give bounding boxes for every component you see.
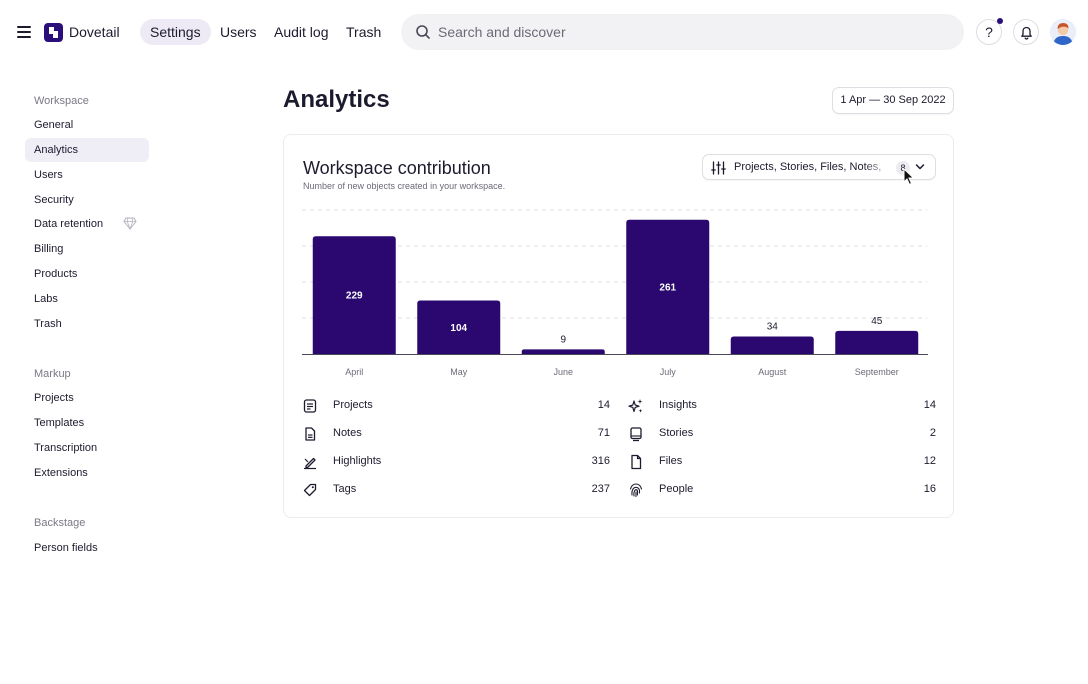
diamond-icon (123, 217, 137, 230)
card-subtitle: Number of new objects created in your wo… (303, 181, 506, 191)
projects-icon (303, 399, 317, 413)
chart-value-label: 34 (767, 322, 779, 333)
stat-label: Files (659, 455, 683, 467)
nav-tab-users[interactable]: Users (220, 24, 257, 40)
sidebar-item-users[interactable]: Users (34, 169, 63, 181)
sidebar-heading-workspace: Workspace (34, 95, 89, 107)
nav-tab-trash[interactable]: Trash (346, 24, 382, 40)
sidebar-item-projects[interactable]: Projects (34, 392, 74, 404)
stat-value: 71 (597, 427, 610, 439)
help-button[interactable]: ? (976, 18, 1003, 45)
chart-value-label: 229 (346, 291, 363, 302)
stat-row-insights: Insights 14 (628, 396, 936, 416)
insights-icon (628, 399, 643, 413)
chevron-down-icon (915, 164, 925, 170)
menu-icon[interactable] (17, 26, 31, 38)
filter-label: Projects, Stories, Files, Notes, (734, 161, 882, 173)
nav-tab-settings[interactable]: Settings (140, 19, 211, 45)
stat-row-highlights: Highlights 316 (302, 452, 610, 472)
sliders-icon (711, 161, 726, 175)
chart-x-tick-label: July (660, 367, 677, 377)
sidebar-item-person-fields[interactable]: Person fields (34, 542, 98, 554)
chart-bar-august[interactable] (730, 336, 814, 354)
sidebar-item-general[interactable]: General (34, 119, 74, 131)
stat-value: 16 (923, 483, 936, 495)
chart-bar-september[interactable] (835, 330, 919, 354)
sidebar-item-extensions[interactable]: Extensions (34, 467, 88, 479)
stat-value: 2 (929, 427, 936, 439)
tags-icon (303, 483, 317, 497)
stat-label: Notes (333, 427, 362, 439)
notification-dot (997, 18, 1003, 24)
stat-row-notes: Notes 71 (302, 424, 610, 444)
search-icon (416, 25, 430, 39)
stories-icon (630, 427, 642, 442)
sidebar-item-label: Data retention (34, 218, 104, 230)
nav-tab-audit-log[interactable]: Audit log (274, 24, 329, 40)
stat-row-people: People 16 (628, 480, 936, 500)
stat-value: 12 (923, 455, 936, 467)
sidebar-item-data-retention[interactable]: Data retention (25, 212, 149, 236)
sidebar-item-labs[interactable]: Labs (34, 293, 58, 305)
stat-row-tags: Tags 237 (302, 480, 610, 500)
chart-bar-july[interactable] (626, 219, 710, 354)
chart-x-tick-label: June (553, 367, 573, 377)
stat-label: Highlights (333, 455, 382, 467)
bar-chart-svg: 229 April 104 May 9 June 261 July 34 August 45 Sept… (302, 209, 928, 377)
chart-x-tick-label: September (855, 367, 899, 377)
card-title: Workspace contribution (303, 158, 491, 178)
chart-value-label: 261 (659, 282, 676, 293)
files-icon (631, 454, 642, 470)
stat-value: 14 (597, 399, 610, 411)
chart-value-label: 9 (560, 334, 566, 345)
contribution-bar-chart: 229 April 104 May 9 June 261 July 34 August 45 Sept… (302, 205, 929, 383)
date-range-button[interactable]: 1 Apr — 30 Sep 2022 (832, 87, 954, 114)
chart-x-tick-label: August (758, 367, 787, 377)
stat-row-projects: Projects 14 (302, 396, 610, 416)
sidebar-heading-markup: Markup (34, 368, 71, 380)
stat-value: 316 (591, 455, 610, 467)
stat-label: Stories (659, 427, 694, 439)
help-icon: ? (985, 24, 993, 40)
notifications-button[interactable] (1013, 19, 1039, 45)
fingerprint-icon (629, 483, 643, 498)
stat-label: People (659, 483, 694, 495)
chart-value-label: 104 (450, 323, 467, 334)
sidebar-item-products[interactable]: Products (34, 268, 78, 280)
sidebar-item-billing[interactable]: Billing (34, 243, 64, 255)
object-type-filter[interactable]: Projects, Stories, Files, Notes, 8 (702, 154, 936, 180)
stat-value: 14 (923, 399, 936, 411)
stat-label: Tags (333, 483, 357, 495)
chart-value-label: 45 (871, 316, 883, 327)
sidebar-item-transcription[interactable]: Transcription (34, 442, 98, 454)
stat-row-stories: Stories 2 (628, 424, 936, 444)
chart-bar-june[interactable] (521, 349, 605, 354)
highlights-icon (304, 457, 316, 470)
stat-row-files: Files 12 (628, 452, 936, 472)
dovetail-logo-icon[interactable] (44, 23, 63, 42)
stat-label: Insights (659, 399, 697, 411)
notes-icon (305, 427, 316, 441)
stat-value: 237 (591, 483, 610, 495)
sidebar-item-templates[interactable]: Templates (34, 417, 85, 429)
top-bar: Dovetail Settings Users Audit log Trash … (0, 0, 1088, 64)
search-bar[interactable] (401, 14, 964, 50)
chart-bar-april[interactable] (312, 236, 396, 354)
stat-label: Projects (333, 399, 373, 411)
sidebar-item-security[interactable]: Security (34, 194, 74, 206)
user-avatar[interactable] (1050, 19, 1076, 45)
brand-name[interactable]: Dovetail (69, 24, 120, 40)
chart-x-tick-label: April (345, 367, 363, 377)
page-title: Analytics (283, 86, 390, 113)
bell-icon (1021, 26, 1032, 40)
search-input[interactable] (438, 14, 938, 50)
sidebar-heading-backstage: Backstage (34, 517, 86, 529)
sidebar-item-trash[interactable]: Trash (34, 318, 62, 330)
filter-count-badge: 8 (896, 161, 910, 175)
sidebar-item-analytics[interactable]: Analytics (25, 138, 149, 162)
chart-bar-may[interactable] (417, 300, 501, 354)
chart-x-tick-label: May (450, 367, 468, 377)
